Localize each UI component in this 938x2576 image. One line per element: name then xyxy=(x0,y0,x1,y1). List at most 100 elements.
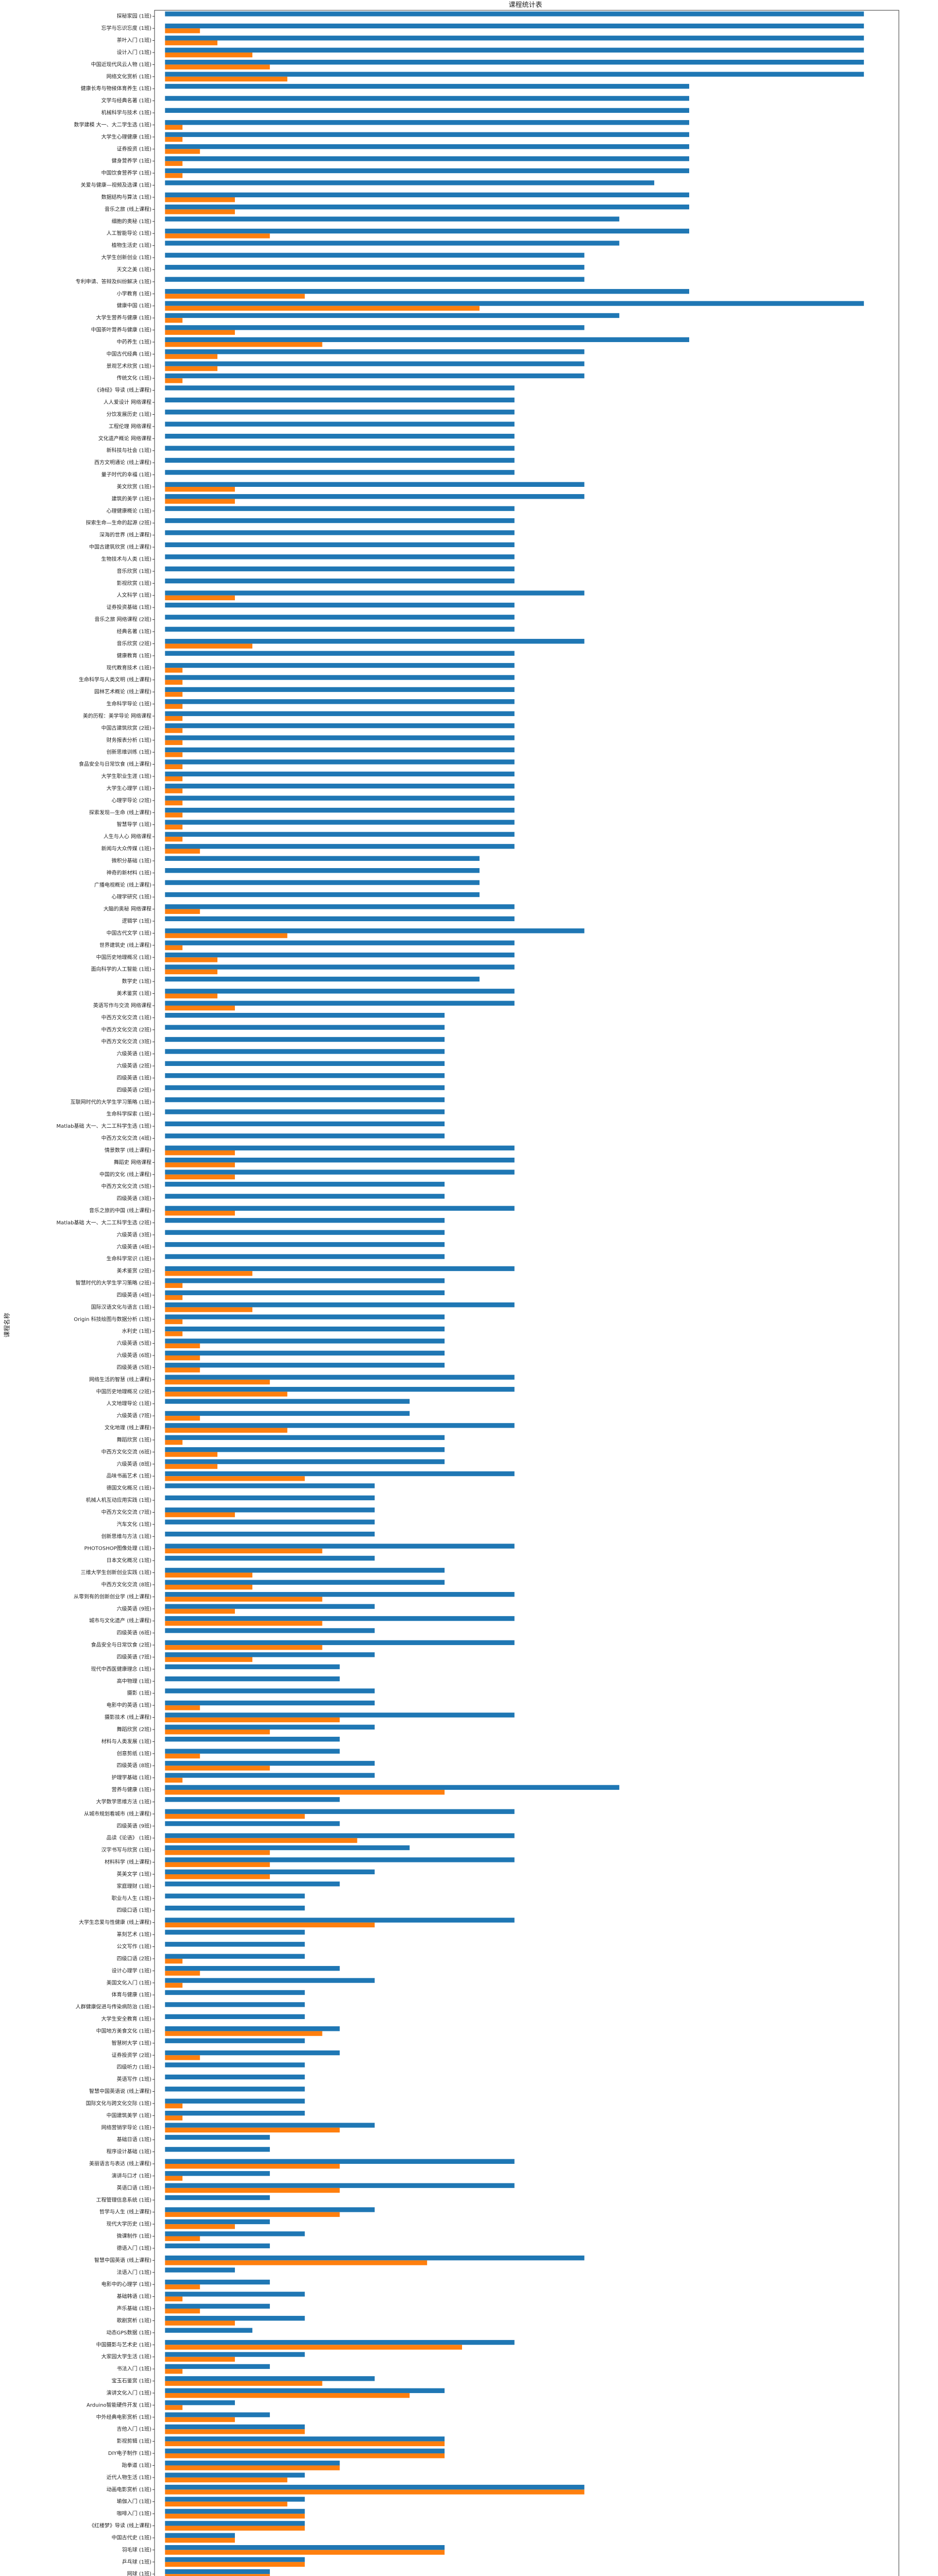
bar xyxy=(165,2484,585,2490)
y-tick-label: 从城市规划看城市 (线上课程) xyxy=(84,1810,151,1817)
bar xyxy=(165,626,515,632)
y-tick-label: 六级英语 (9班) xyxy=(117,1605,151,1612)
y-tick-label: 量子时代的幸福 (1班) xyxy=(101,471,151,478)
bar xyxy=(165,361,585,366)
bar xyxy=(165,1821,340,1826)
y-tick-label: 生命科学常识 (1班) xyxy=(107,1256,151,1262)
bar xyxy=(165,373,585,379)
y-tick-label: 家庭理财 (1班) xyxy=(117,1883,151,1889)
y-tick-label: 六级英语 (6班) xyxy=(117,1352,151,1359)
y-tick-label: 证券投资 (1班) xyxy=(117,145,151,152)
y-tick-label: 汉字书写与欣赏 (1班) xyxy=(101,1846,151,1853)
bar xyxy=(165,2412,270,2417)
bar xyxy=(165,909,200,914)
bar xyxy=(165,1392,287,1397)
y-tick-label: DIY电子制作 (1班) xyxy=(108,2450,151,2456)
y-tick-label: 中西方文化交流 (8班) xyxy=(101,1581,151,1588)
bar xyxy=(165,2557,305,2562)
y-tick-label: 中西方文化交流 (2班) xyxy=(101,1026,151,1033)
bar xyxy=(165,2429,305,2434)
bar xyxy=(165,2477,287,2483)
y-tick-label: 工程伦理 网络课程 xyxy=(109,423,151,430)
bar xyxy=(165,2357,235,2362)
bar xyxy=(165,1717,340,1722)
bar xyxy=(165,2521,305,2526)
bar xyxy=(165,1724,375,1730)
bar xyxy=(165,1645,322,1650)
bar xyxy=(165,2260,428,2265)
y-tick-label: 细胞的奥秘 (1班) xyxy=(112,218,151,225)
bar xyxy=(165,824,183,830)
bar xyxy=(165,904,515,909)
bar xyxy=(165,1555,375,1561)
y-tick-label: 大学生安全教育 (1班) xyxy=(101,2015,151,2022)
bar xyxy=(165,144,689,149)
bar xyxy=(165,602,515,608)
bar xyxy=(165,687,515,692)
bar xyxy=(165,2284,200,2290)
y-tick-label: 高中物理 (1班) xyxy=(117,1677,151,1684)
bar xyxy=(165,1379,270,1385)
bar xyxy=(165,1049,445,1054)
bar xyxy=(165,1519,375,1524)
bar xyxy=(165,2243,270,2248)
y-tick-label: 人群健康促进与传染病防治 (1班) xyxy=(76,2004,151,2010)
bar xyxy=(165,1363,445,1368)
y-tick-label: 日本文化概况 (1班) xyxy=(107,1557,151,1564)
y-tick-label: 英语写作 (1班) xyxy=(117,2076,151,2082)
bar xyxy=(165,1435,445,1440)
bar xyxy=(165,1760,375,1766)
bar xyxy=(165,1572,252,1578)
y-tick-label: 六级英语 (7班) xyxy=(117,1412,151,1419)
y-tick-label: 德国文化概况 (1班) xyxy=(107,1485,151,1492)
bar xyxy=(165,2292,305,2297)
y-tick-label: 公文写作 (1班) xyxy=(117,1943,151,1950)
bar xyxy=(165,1012,445,1018)
bar xyxy=(165,800,183,806)
y-tick-label: 大学生创新创业 (1班) xyxy=(101,254,151,261)
bar xyxy=(165,1954,305,1959)
y-tick-label: 中西方文化交流 (7班) xyxy=(101,1509,151,1515)
bar xyxy=(165,1428,287,1433)
bar xyxy=(165,366,218,371)
y-tick-label: 四级英语 (1班) xyxy=(117,1074,151,1081)
bar xyxy=(165,1338,445,1344)
bar xyxy=(165,1608,235,1614)
bar xyxy=(165,313,620,318)
bar xyxy=(165,554,515,560)
bar xyxy=(165,1331,183,1336)
bar xyxy=(165,964,515,970)
bar xyxy=(165,1495,375,1501)
y-tick-label: 美的历程：美学导论 网络课程 xyxy=(83,713,151,719)
bar xyxy=(165,2098,305,2104)
bar xyxy=(165,1326,445,1332)
bar xyxy=(165,1319,183,1325)
bar xyxy=(165,2569,270,2574)
bar xyxy=(165,1343,200,1348)
bar xyxy=(165,837,183,842)
bar xyxy=(165,2115,183,2121)
bar xyxy=(165,784,515,789)
bar xyxy=(165,578,515,584)
bar xyxy=(165,2309,200,2314)
bar xyxy=(165,615,515,620)
y-tick-label: 中国古代文学 (1班) xyxy=(107,929,151,936)
bar xyxy=(165,1737,340,1742)
bar xyxy=(165,1664,340,1669)
y-tick-label: 人生与人心 网络课程 xyxy=(104,833,151,840)
bar xyxy=(165,1942,305,1947)
bar xyxy=(165,2545,445,2550)
bar xyxy=(165,1713,515,1718)
y-tick-label: 食品安全与日常饮食 (2班) xyxy=(91,1641,151,1648)
y-tick-label: 情景数学 (线上课程) xyxy=(105,1147,151,1154)
y-tick-label: 大学生恋爱与性健康 (线上课程) xyxy=(79,1919,151,1926)
bar xyxy=(165,518,515,523)
bar xyxy=(165,2320,235,2326)
bar xyxy=(165,1157,515,1163)
bar xyxy=(165,72,864,77)
bar xyxy=(165,1073,445,1078)
bar xyxy=(165,52,252,58)
bar xyxy=(165,2074,305,2080)
bar xyxy=(165,2002,305,2007)
y-tick-label: 西方文明通论 (线上课程) xyxy=(94,459,151,466)
